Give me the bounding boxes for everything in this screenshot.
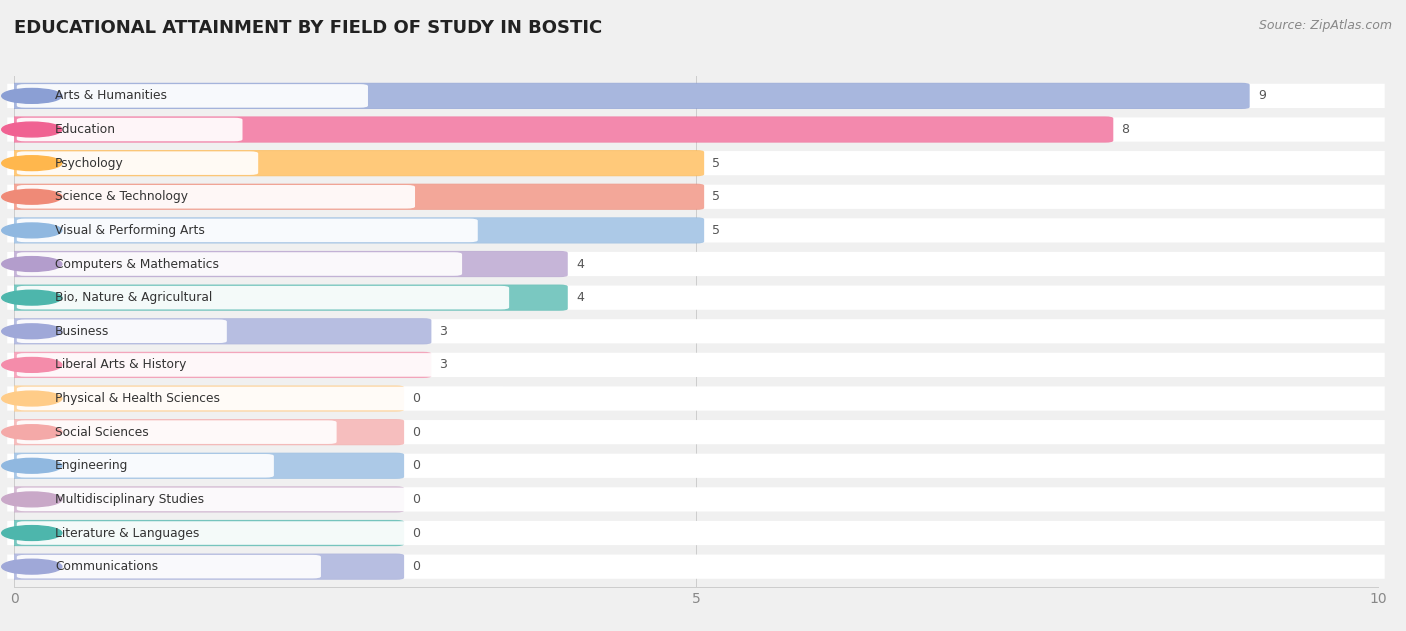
Text: 4: 4	[576, 257, 583, 271]
Circle shape	[1, 290, 62, 305]
FancyBboxPatch shape	[7, 454, 1385, 478]
Text: Visual & Performing Arts: Visual & Performing Arts	[55, 224, 205, 237]
Text: 0: 0	[412, 493, 420, 506]
Text: Multidisciplinary Studies: Multidisciplinary Studies	[55, 493, 204, 506]
Circle shape	[1, 559, 62, 574]
Text: EDUCATIONAL ATTAINMENT BY FIELD OF STUDY IN BOSTIC: EDUCATIONAL ATTAINMENT BY FIELD OF STUDY…	[14, 19, 602, 37]
Text: Engineering: Engineering	[55, 459, 128, 472]
Text: Computers & Mathematics: Computers & Mathematics	[55, 257, 219, 271]
Text: 8: 8	[1122, 123, 1129, 136]
FancyBboxPatch shape	[17, 555, 321, 579]
FancyBboxPatch shape	[17, 353, 446, 377]
FancyBboxPatch shape	[7, 521, 1385, 545]
Text: Liberal Arts & History: Liberal Arts & History	[55, 358, 187, 372]
FancyBboxPatch shape	[6, 217, 704, 244]
Circle shape	[1, 425, 62, 440]
Circle shape	[1, 257, 62, 271]
Text: Bio, Nature & Agricultural: Bio, Nature & Agricultural	[55, 291, 212, 304]
FancyBboxPatch shape	[17, 319, 226, 343]
FancyBboxPatch shape	[6, 83, 1250, 109]
Circle shape	[1, 122, 62, 137]
FancyBboxPatch shape	[6, 251, 568, 277]
Circle shape	[1, 526, 62, 540]
Text: 5: 5	[713, 156, 720, 170]
FancyBboxPatch shape	[17, 286, 509, 309]
FancyBboxPatch shape	[17, 218, 478, 242]
FancyBboxPatch shape	[7, 487, 1385, 512]
Text: 0: 0	[412, 526, 420, 540]
Text: Literature & Languages: Literature & Languages	[55, 526, 200, 540]
Text: Physical & Health Sciences: Physical & Health Sciences	[55, 392, 219, 405]
Text: 0: 0	[412, 560, 420, 573]
FancyBboxPatch shape	[6, 452, 404, 479]
FancyBboxPatch shape	[7, 286, 1385, 310]
Text: Communications: Communications	[55, 560, 157, 573]
FancyBboxPatch shape	[7, 555, 1385, 579]
FancyBboxPatch shape	[6, 487, 404, 512]
FancyBboxPatch shape	[7, 353, 1385, 377]
FancyBboxPatch shape	[17, 151, 259, 175]
FancyBboxPatch shape	[17, 521, 446, 545]
Text: 5: 5	[713, 224, 720, 237]
FancyBboxPatch shape	[17, 118, 242, 141]
Text: 3: 3	[440, 358, 447, 372]
Text: 4: 4	[576, 291, 583, 304]
FancyBboxPatch shape	[17, 185, 415, 208]
Text: 0: 0	[412, 459, 420, 472]
Circle shape	[1, 391, 62, 406]
Text: 9: 9	[1258, 90, 1265, 102]
Text: Business: Business	[55, 325, 110, 338]
Circle shape	[1, 156, 62, 170]
FancyBboxPatch shape	[6, 520, 404, 546]
FancyBboxPatch shape	[6, 150, 704, 176]
FancyBboxPatch shape	[17, 454, 274, 478]
FancyBboxPatch shape	[17, 84, 368, 108]
FancyBboxPatch shape	[17, 387, 509, 410]
Circle shape	[1, 492, 62, 507]
Circle shape	[1, 458, 62, 473]
Circle shape	[1, 189, 62, 204]
FancyBboxPatch shape	[17, 252, 463, 276]
FancyBboxPatch shape	[6, 386, 404, 411]
Text: 0: 0	[412, 392, 420, 405]
FancyBboxPatch shape	[6, 553, 404, 580]
FancyBboxPatch shape	[6, 318, 432, 345]
Circle shape	[1, 223, 62, 238]
FancyBboxPatch shape	[7, 319, 1385, 343]
FancyBboxPatch shape	[7, 185, 1385, 209]
FancyBboxPatch shape	[7, 386, 1385, 411]
Text: Social Sciences: Social Sciences	[55, 426, 149, 439]
Text: Arts & Humanities: Arts & Humanities	[55, 90, 167, 102]
Text: Science & Technology: Science & Technology	[55, 191, 188, 203]
FancyBboxPatch shape	[7, 117, 1385, 141]
FancyBboxPatch shape	[7, 84, 1385, 108]
FancyBboxPatch shape	[6, 419, 404, 445]
Text: Psychology: Psychology	[55, 156, 124, 170]
Text: 0: 0	[412, 426, 420, 439]
FancyBboxPatch shape	[6, 352, 432, 378]
Text: Education: Education	[55, 123, 115, 136]
Text: Source: ZipAtlas.com: Source: ZipAtlas.com	[1258, 19, 1392, 32]
Circle shape	[1, 324, 62, 339]
FancyBboxPatch shape	[6, 285, 568, 310]
Text: 3: 3	[440, 325, 447, 338]
Text: 5: 5	[713, 191, 720, 203]
FancyBboxPatch shape	[17, 420, 336, 444]
FancyBboxPatch shape	[6, 116, 1114, 143]
FancyBboxPatch shape	[7, 151, 1385, 175]
Circle shape	[1, 88, 62, 103]
FancyBboxPatch shape	[17, 488, 494, 511]
Circle shape	[1, 358, 62, 372]
FancyBboxPatch shape	[7, 218, 1385, 242]
FancyBboxPatch shape	[6, 184, 704, 210]
FancyBboxPatch shape	[7, 420, 1385, 444]
FancyBboxPatch shape	[7, 252, 1385, 276]
